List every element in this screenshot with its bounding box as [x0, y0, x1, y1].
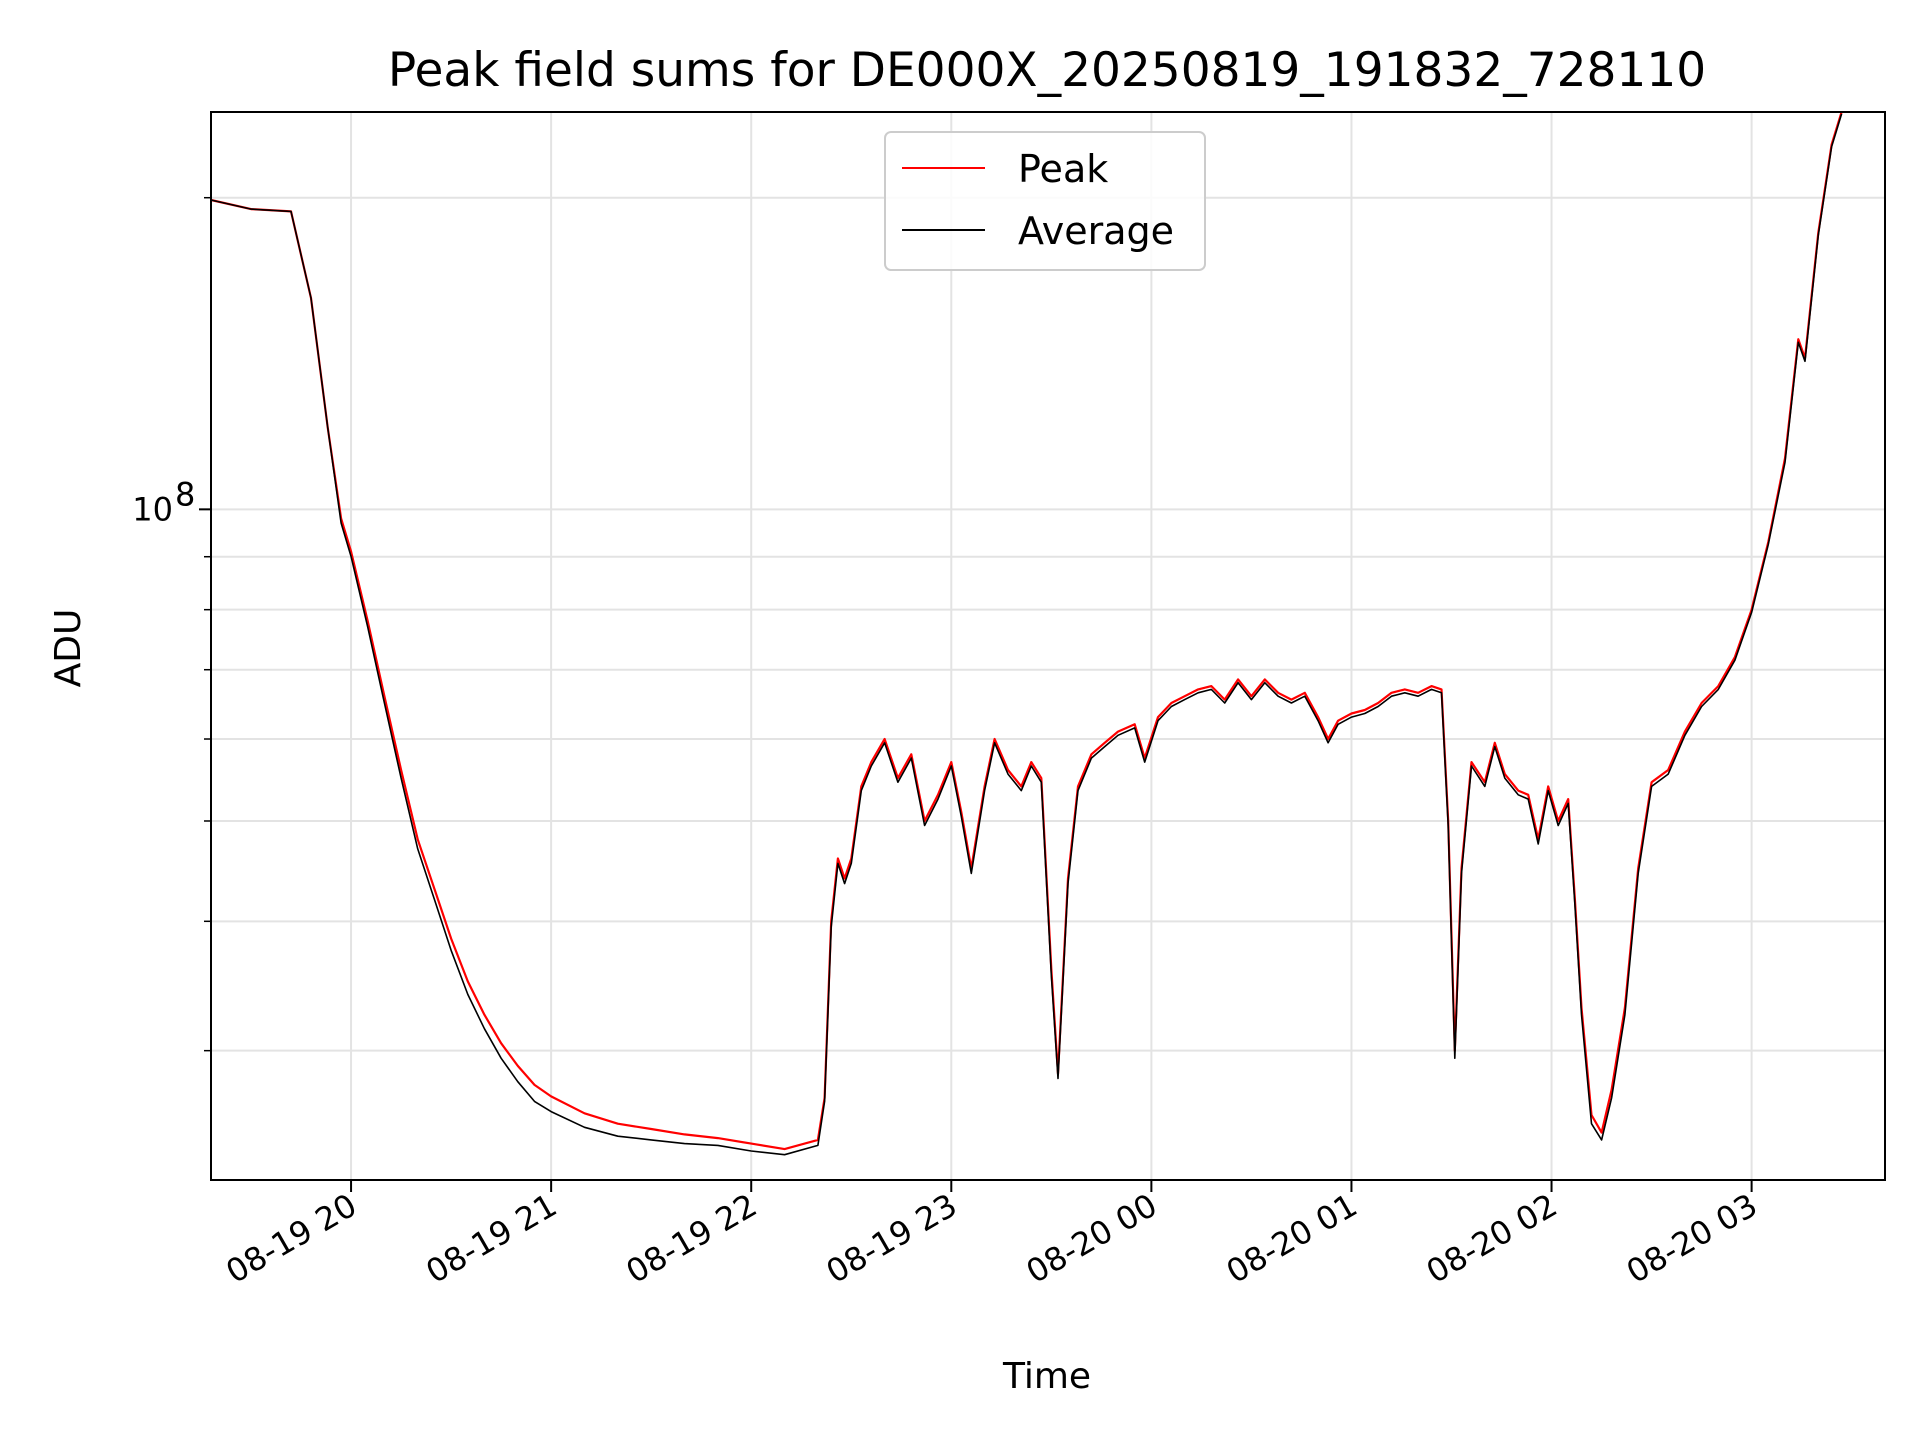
legend-label-average: Average [1018, 209, 1174, 253]
y-tick-label: 10 [132, 490, 173, 528]
y-axis: 10 8 [132, 196, 211, 1052]
legend: Peak Average [884, 131, 1206, 271]
y-tick-label-exponent: 8 [175, 475, 195, 513]
plot-frame [210, 111, 1886, 1181]
legend-label-peak: Peak [1018, 147, 1108, 191]
y-tick-label-base: 10 [132, 490, 173, 528]
series-layer [210, 111, 1843, 1156]
x-axis-label: Time [1002, 1356, 1091, 1397]
chart-title: Peak field sums for DE000X_20250819_1918… [388, 43, 1706, 98]
legend-box [884, 131, 1206, 271]
series-line-average [210, 113, 1843, 1156]
y-axis-label: ADU [48, 609, 89, 688]
